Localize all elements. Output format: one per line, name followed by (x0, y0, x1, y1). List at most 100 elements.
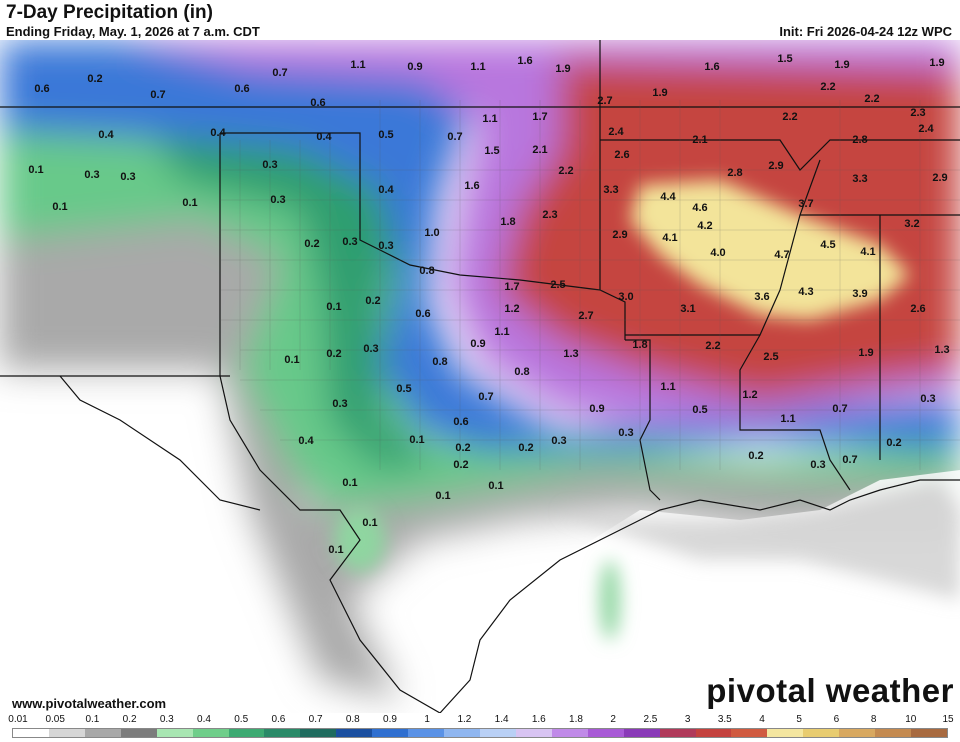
map-value-label: 0.3 (262, 159, 277, 171)
map-value-label: 2.3 (542, 209, 557, 221)
map-value-label: 0.2 (87, 73, 102, 85)
map-value-label: 0.3 (618, 427, 633, 439)
coastline (439, 479, 960, 713)
map-value-label: 0.3 (378, 240, 393, 252)
map-value-label: 0.1 (488, 480, 503, 492)
legend-swatch (300, 729, 337, 737)
map-value-label: 2.9 (768, 160, 783, 172)
legend-tick-label: 5 (796, 714, 802, 725)
legend-swatch (156, 729, 193, 737)
map-value-label: 0.2 (748, 450, 763, 462)
map-value-label: 0.4 (98, 129, 114, 141)
legend-tick-label: 0.6 (271, 714, 286, 725)
map-value-label: 0.1 (328, 544, 343, 556)
legend-tick-label: 2 (610, 714, 616, 725)
map-value-label: 2.9 (612, 229, 627, 241)
map-title: 7-Day Precipitation (in) (6, 2, 213, 23)
legend-tick-label: 0.01 (8, 714, 28, 725)
map-value-label: 1.5 (484, 145, 499, 157)
map-value-label: 3.9 (852, 288, 867, 300)
precip-max (630, 180, 910, 320)
map-value-label: 2.2 (820, 81, 835, 93)
legend-tick-label: 1.2 (457, 714, 472, 725)
map-value-label: 2.2 (705, 340, 720, 352)
legend-swatch (551, 729, 588, 737)
map-value-label: 0.7 (832, 403, 847, 415)
map-value-label: 0.3 (332, 398, 347, 410)
map-value-label: 2.6 (910, 303, 925, 315)
map-value-label: 0.2 (518, 442, 533, 454)
legend-swatch (875, 729, 912, 737)
legend-tick-label: 0.1 (85, 714, 100, 725)
map-value-label: 2.1 (692, 134, 707, 146)
map-value-label: 0.7 (150, 89, 165, 101)
map-value-label: 1.7 (504, 281, 519, 293)
map-value-label: 1.2 (742, 389, 757, 401)
legend-tick-label: 1.8 (569, 714, 583, 725)
map-value-label: 2.7 (578, 310, 593, 322)
valid-time: Ending Friday, May. 1, 2026 at 7 a.m. CD… (6, 24, 260, 39)
map-value-label: 3.1 (680, 303, 695, 315)
map-value-label: 0.3 (920, 393, 935, 405)
legend-swatch (695, 729, 732, 737)
map-value-label: 2.5 (550, 279, 565, 291)
map-value-label: 4.4 (660, 191, 676, 203)
map-value-label: 0.2 (886, 437, 901, 449)
legend-swatch (408, 729, 445, 737)
map-value-label: 0.6 (310, 97, 325, 109)
map-value-label: 0.6 (453, 416, 468, 428)
map-value-label: 3.0 (618, 291, 633, 303)
map-value-label: 1.1 (470, 61, 485, 73)
map-value-label: 1.2 (504, 303, 519, 315)
map-value-label: 0.2 (455, 442, 470, 454)
state-borders (0, 40, 960, 713)
map-value-label: 0.7 (447, 131, 462, 143)
map-value-label: 0.8 (419, 265, 434, 277)
map-value-label: 1.6 (517, 55, 532, 67)
map-value-label: 4.7 (774, 249, 789, 261)
map-value-label: 1.8 (500, 216, 515, 228)
map-value-label: 0.7 (272, 67, 287, 79)
map-value-label: 1.1 (780, 413, 795, 425)
legend-swatch (731, 729, 768, 737)
map-value-label: 0.2 (304, 238, 319, 250)
map-value-label: 0.1 (342, 477, 357, 489)
map-value-label: 4.0 (710, 247, 725, 259)
legend-tick-label: 15 (942, 714, 954, 725)
map-value-label: 3.2 (904, 218, 919, 230)
map-value-label: 1.9 (555, 63, 570, 75)
legend-tick-label: 0.4 (197, 714, 211, 725)
map-value-label: 0.4 (210, 127, 226, 139)
map-value-label: 4.2 (697, 220, 712, 232)
map-value-label: 0.1 (362, 517, 377, 529)
legend-swatch (587, 729, 624, 737)
legend-swatch (839, 729, 876, 737)
map-value-label: 1.6 (464, 180, 479, 192)
legend-swatch (479, 729, 516, 737)
county-grid (220, 100, 960, 470)
map-value-label: 0.1 (182, 197, 197, 209)
map-value-label: 2.7 (597, 95, 612, 107)
legend-swatch (767, 729, 804, 737)
legend-tick-label: 0.2 (122, 714, 137, 725)
legend-tick-label: 4 (759, 714, 765, 725)
map-value-label: 0.1 (284, 354, 299, 366)
map-value-label: 0.5 (378, 129, 393, 141)
map-value-label: 1.0 (424, 227, 439, 239)
legend-swatch (264, 729, 301, 737)
map-value-label: 3.3 (852, 173, 867, 185)
map-value-label: 2.6 (614, 149, 629, 161)
map-value-label: 1.1 (494, 326, 509, 338)
legend-tick-label: 0.8 (345, 714, 360, 725)
map-value-label: 0.7 (842, 454, 857, 466)
map-value-label: 2.8 (727, 167, 742, 179)
map-value-label: 1.6 (704, 61, 719, 73)
map-value-label: 1.3 (934, 344, 949, 356)
map-value-label: 2.1 (532, 144, 547, 156)
legend-swatch (48, 729, 85, 737)
map-value-label: 0.3 (84, 169, 99, 181)
map-value-label: 0.3 (342, 236, 357, 248)
legend-tick-label: 1.6 (531, 714, 546, 725)
map-value-label: 0.9 (407, 61, 422, 73)
map-value-label: 2.4 (608, 126, 624, 138)
